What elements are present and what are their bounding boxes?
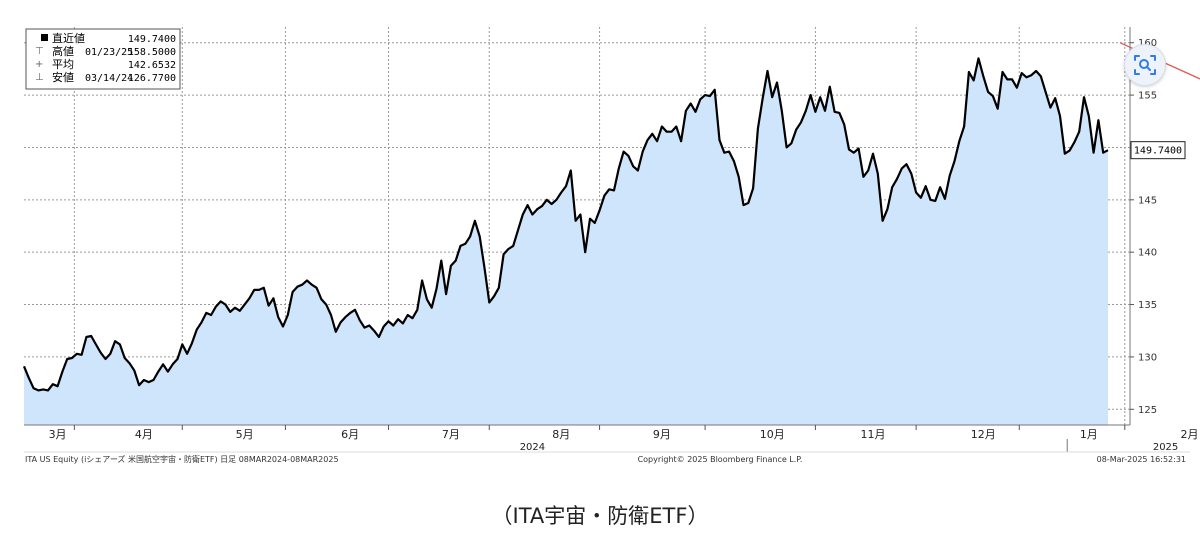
figure-caption: （ITA宇宙・防衛ETF） xyxy=(491,504,709,528)
x-month-label: 2月 xyxy=(1181,428,1199,441)
x-month-label: 11月 xyxy=(860,428,885,441)
legend-row-low-date: 03/14/24 xyxy=(85,73,133,84)
legend-box: 直近値 149.7400 ⊤ 高値 01/23/25 158.5000 + 平均… xyxy=(25,28,181,90)
x-month-label: 5月 xyxy=(236,428,254,441)
legend-row-low-name: 安値 xyxy=(52,70,74,84)
y-tick-label: 145 xyxy=(1138,195,1157,206)
x-month-label: 7月 xyxy=(442,428,460,441)
x-month-label: 4月 xyxy=(135,428,153,441)
svg-text:+: + xyxy=(35,59,43,70)
svg-text:⊥: ⊥ xyxy=(35,72,44,83)
x-month-label: 9月 xyxy=(653,428,671,441)
legend-row-high-value: 158.5000 xyxy=(128,47,176,58)
x-year-label: 2025 xyxy=(1153,442,1178,453)
legend-row-average-name: 平均 xyxy=(52,58,74,71)
y-axis-ticks: 125130135140145150155160 xyxy=(1130,38,1157,416)
y-tick-label: 130 xyxy=(1138,352,1157,363)
legend-row-high-date: 01/23/25 xyxy=(85,47,133,58)
y-tick-label: 125 xyxy=(1138,405,1157,416)
legend-row-high: ⊤ 高値 01/23/25 158.5000 xyxy=(35,44,176,58)
price-line xyxy=(22,57,1109,392)
y-tick-label: 140 xyxy=(1138,248,1157,259)
legend-row-low-value: 126.7700 xyxy=(128,73,176,84)
y-tick-label: 155 xyxy=(1138,91,1157,102)
legend-row-latest-value: 149.7400 xyxy=(128,34,176,45)
svg-text:⊤: ⊤ xyxy=(35,46,44,57)
footer-center: Copyright© 2025 Bloomberg Finance L.P. xyxy=(638,455,803,464)
x-month-label: 10月 xyxy=(760,428,785,441)
x-month-label: 6月 xyxy=(341,428,359,441)
legend-row-latest: 直近値 149.7400 xyxy=(41,31,176,45)
last-value-tag: 149.7400 xyxy=(1130,141,1186,160)
area-fill xyxy=(24,58,1108,426)
legend-row-high-name: 高値 xyxy=(52,44,74,58)
price-line-layer xyxy=(22,57,1109,392)
x-month-label: 1月 xyxy=(1080,428,1098,441)
x-year-label: 2024 xyxy=(520,442,545,453)
scan-search-icon[interactable] xyxy=(1124,44,1166,86)
last-value-label: 149.7400 xyxy=(1134,146,1182,157)
footer-left: ITA US Equity (iシェアーズ 米国航空宇宙・防衛ETF) 日足 0… xyxy=(25,454,339,464)
x-month-label: 12月 xyxy=(971,428,996,441)
x-month-label: 3月 xyxy=(49,428,67,441)
x-axis-ticks: 3月 4月 5月 6月 7月 8月 9月 10月 11月 12月 1月 2月 2024 2025 xyxy=(49,425,1199,453)
legend-row-latest-name: 直近値 xyxy=(52,31,85,45)
footer-right: 08-Mar-2025 16:52:31 xyxy=(1097,455,1186,464)
y-tick-label: 135 xyxy=(1138,300,1157,311)
x-month-label: 8月 xyxy=(552,428,570,441)
legend-row-average-value: 142.6532 xyxy=(128,60,176,71)
y-tick-label: 160 xyxy=(1138,38,1157,49)
legend-row-low: ⊥ 安値 03/14/24 126.7700 xyxy=(35,70,176,84)
legend-row-average: + 平均 142.6532 xyxy=(35,58,176,71)
area-fill-layer xyxy=(24,58,1108,426)
